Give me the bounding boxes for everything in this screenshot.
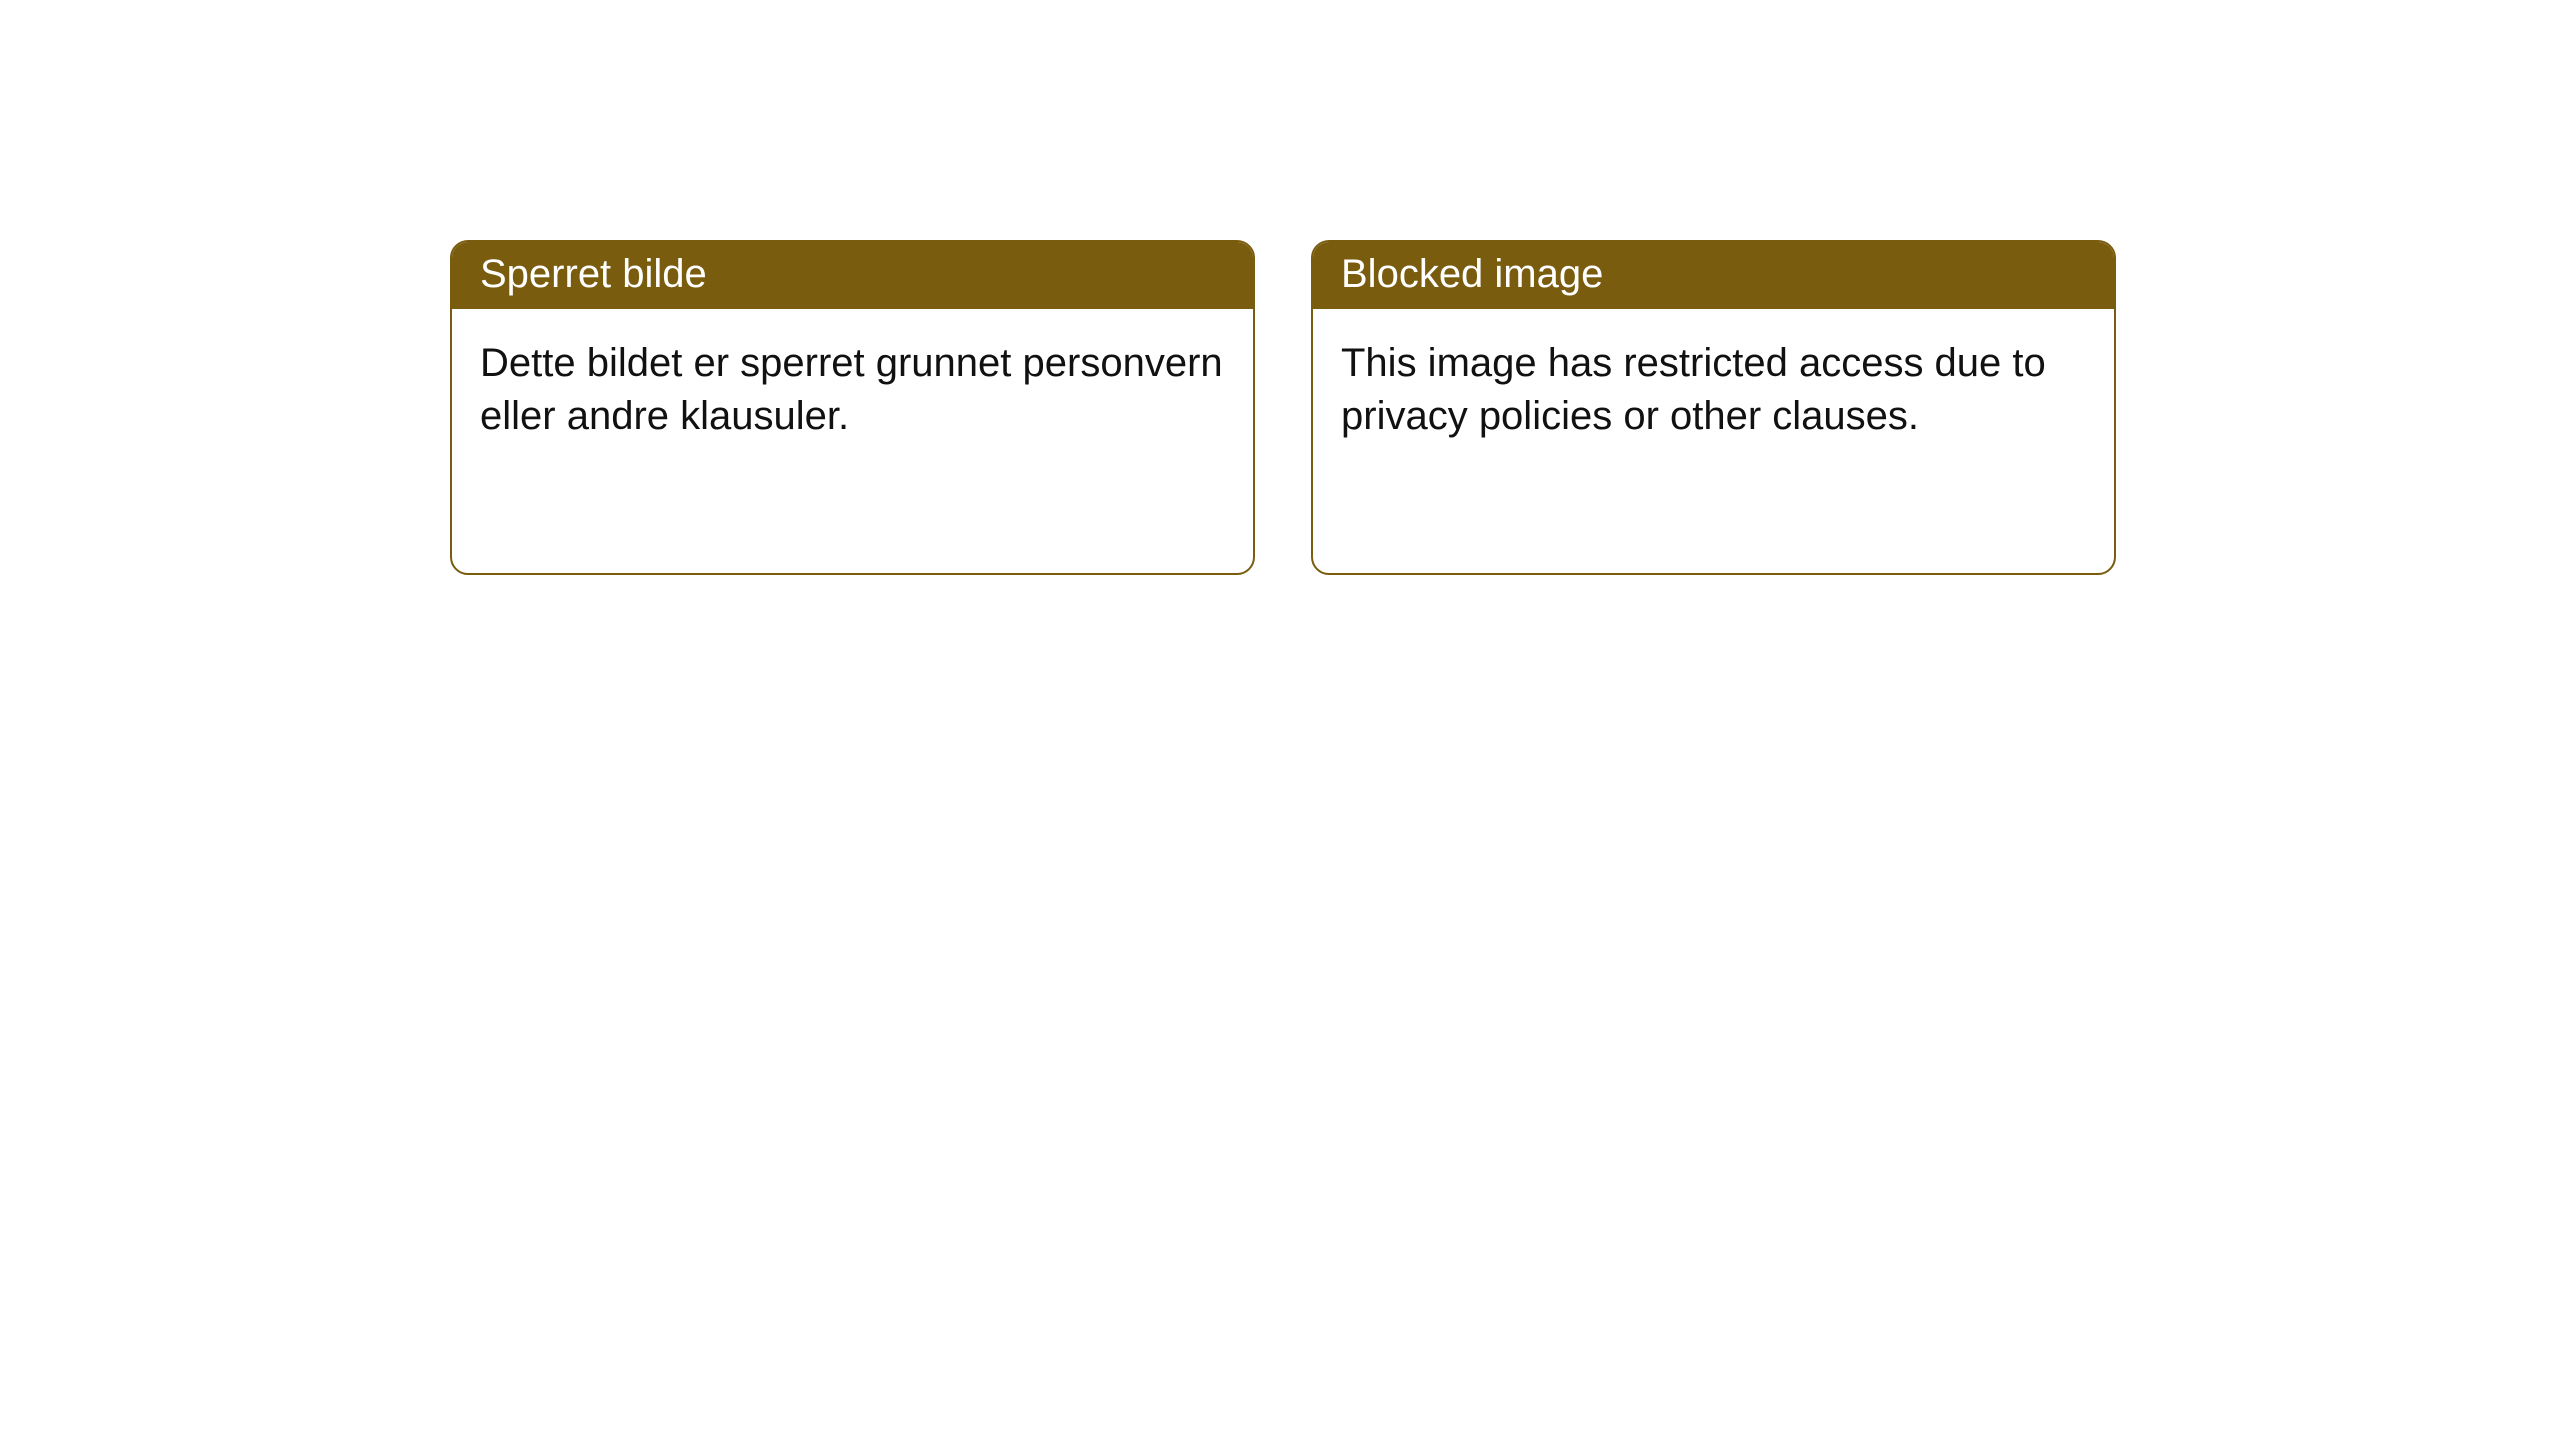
notice-card-row: Sperret bilde Dette bildet er sperret gr… — [0, 0, 2560, 575]
notice-card-norwegian: Sperret bilde Dette bildet er sperret gr… — [450, 240, 1255, 575]
notice-card-english: Blocked image This image has restricted … — [1311, 240, 2116, 575]
notice-title: Blocked image — [1313, 242, 2114, 309]
notice-title: Sperret bilde — [452, 242, 1253, 309]
notice-body: This image has restricted access due to … — [1313, 309, 2114, 471]
notice-body: Dette bildet er sperret grunnet personve… — [452, 309, 1253, 471]
